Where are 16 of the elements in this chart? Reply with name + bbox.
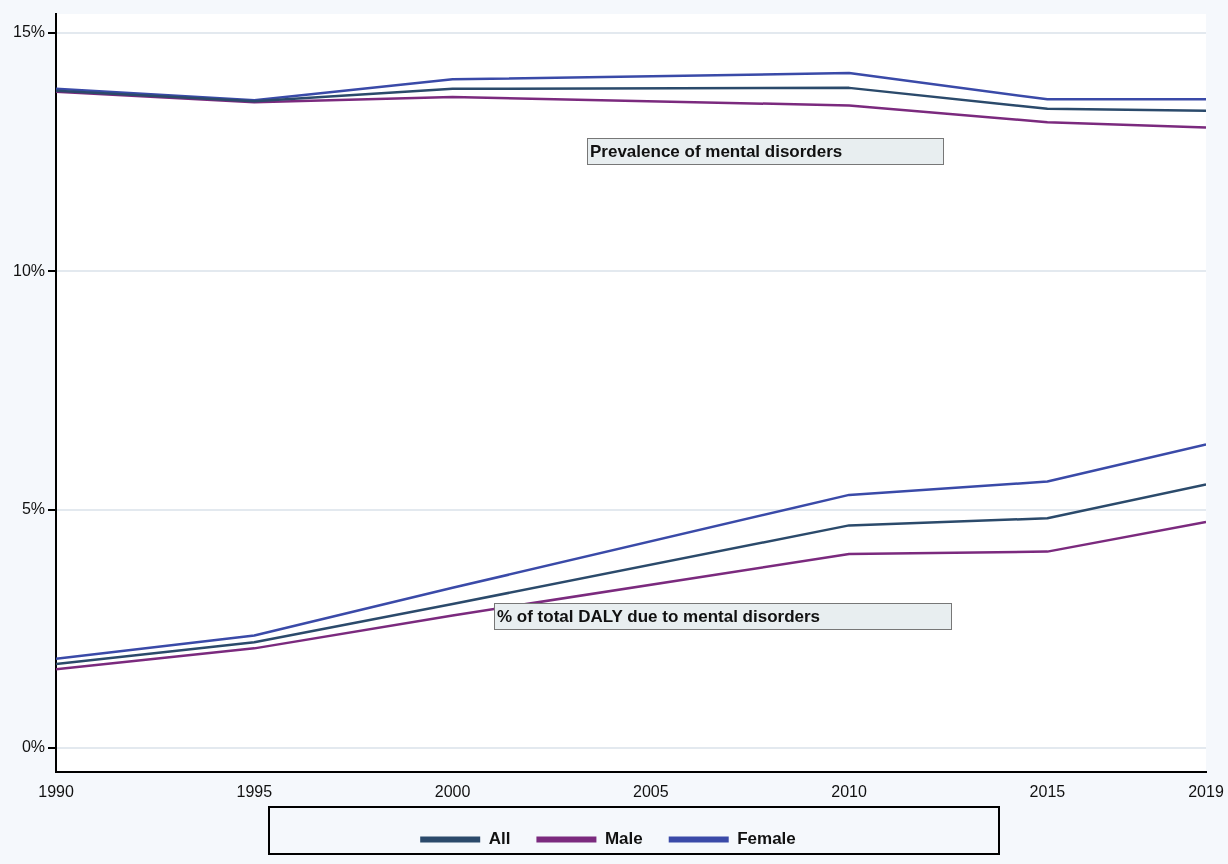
legend-label: Female xyxy=(737,829,796,849)
x-tick-label: 2019 xyxy=(1188,782,1224,800)
y-tick-label: 0% xyxy=(21,738,46,756)
x-tick-label: 2000 xyxy=(434,782,471,800)
x-tick-label: 1995 xyxy=(236,782,273,800)
x-tick-label: 1990 xyxy=(38,782,74,800)
x-tick-label: 2005 xyxy=(633,782,669,800)
y-tick-label: 15% xyxy=(12,23,46,41)
x-tick-label: 2010 xyxy=(831,782,868,800)
y-tick-label: 10% xyxy=(12,261,46,279)
x-tick-label: 2015 xyxy=(1029,782,1066,800)
legend-label: All xyxy=(488,829,511,849)
legend-label: Male xyxy=(604,829,643,849)
y-tick-label: 5% xyxy=(21,500,46,518)
annotation: % of total DALY due to mental disorders xyxy=(497,606,821,628)
annotation: Prevalence of mental disorders xyxy=(590,141,843,163)
